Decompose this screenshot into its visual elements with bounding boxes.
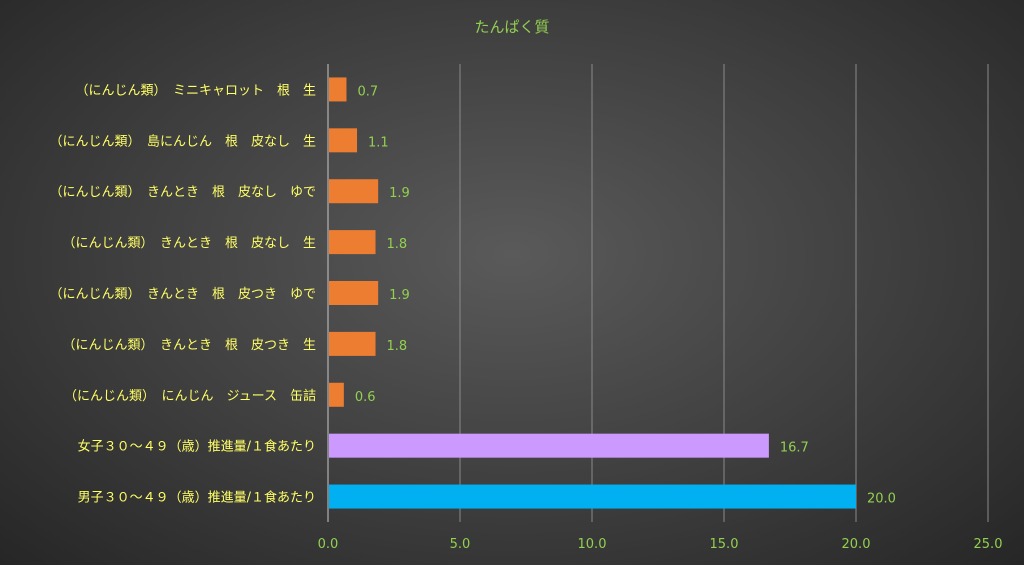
- bar: [329, 230, 376, 255]
- data-label: 1.8: [387, 237, 408, 252]
- bar: [329, 331, 376, 356]
- data-label: 1.9: [389, 288, 410, 303]
- x-tick-label: 20.0: [842, 537, 871, 552]
- data-label: 20.0: [867, 492, 896, 507]
- category-label: （にんじん類） にんじん ジュース 缶詰: [64, 388, 316, 404]
- x-tick-label: 15.0: [710, 537, 739, 552]
- x-tick-label: 5.0: [450, 537, 471, 552]
- category-label: 男子３０～４９（歳）推進量/１食あたり: [78, 490, 316, 506]
- category-label: （にんじん類） きんとき 根 皮つき 生: [62, 338, 316, 353]
- bar: [329, 77, 347, 102]
- category-label: （にんじん類） 島にんじん 根 皮なし 生: [49, 134, 316, 149]
- bar: [329, 382, 344, 407]
- bar: [329, 179, 379, 204]
- category-label: （にんじん類） きんとき 根 皮つき ゆで: [49, 287, 316, 302]
- data-label: 1.8: [387, 339, 408, 354]
- data-label: 1.9: [389, 186, 410, 201]
- x-tick-label: 0.0: [318, 537, 339, 552]
- labels: 0.0 5.0 10.0 15.0 20.0 25.0 （にんじん類） ミニキャロット 根 …: [49, 83, 1002, 552]
- bar: [329, 433, 769, 458]
- category-label: （にんじん類） ミニキャロット 根 生: [75, 83, 316, 98]
- category-label: （にんじん類） きんとき 根 皮なし ゆで: [49, 185, 316, 200]
- data-label: 0.6: [355, 390, 376, 405]
- data-label: 1.1: [368, 135, 389, 150]
- bar: [329, 484, 856, 509]
- x-tick-label: 10.0: [578, 537, 607, 552]
- chart-title: たんぱく質: [474, 18, 549, 36]
- data-label: 16.7: [780, 441, 809, 456]
- bars: [329, 77, 856, 509]
- category-label: 女子３０～４９（歳）推進量/１食あたり: [78, 439, 316, 455]
- data-label: 0.7: [357, 84, 378, 99]
- bar: [329, 128, 358, 153]
- bar: [329, 281, 379, 305]
- x-tick-label: 25.0: [974, 537, 1003, 552]
- category-label: （にんじん類） きんとき 根 皮なし 生: [62, 236, 316, 251]
